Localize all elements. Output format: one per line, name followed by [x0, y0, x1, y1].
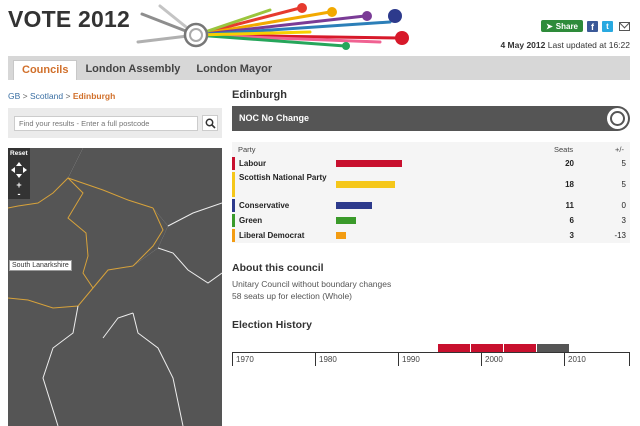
- map-reset-button[interactable]: Reset: [10, 150, 28, 157]
- party-color-swatch: [232, 229, 235, 242]
- header-party: Party: [238, 145, 256, 154]
- map-pan-control[interactable]: [9, 160, 29, 180]
- party-color-swatch: [232, 172, 235, 197]
- timeline-tick: [629, 352, 630, 366]
- party-change: 5: [621, 180, 626, 189]
- council-result-banner: NOC No Change: [232, 106, 630, 131]
- updated-text: Last updated at 16:22: [547, 40, 630, 50]
- party-rows: Labour 20 5 Scottish National Party 18 5 Conse…: [232, 156, 630, 243]
- search-button[interactable]: [202, 115, 218, 131]
- result-indicator-icon: [607, 108, 628, 129]
- election-period-segment[interactable]: [537, 344, 569, 352]
- timeline-baseline: [232, 352, 630, 353]
- party-seat-bar: [336, 202, 372, 209]
- party-change: -13: [614, 231, 626, 240]
- party-row: Green 6 3: [232, 213, 630, 228]
- main-tabs: Councils London Assembly London Mayor: [8, 56, 630, 80]
- tab-london-assembly[interactable]: London Assembly: [85, 63, 181, 75]
- party-seat-bar: [336, 160, 402, 167]
- timeline-year-label: 2000: [485, 355, 503, 364]
- party-seats: 20: [565, 159, 574, 168]
- timeline-tick: [564, 352, 565, 366]
- breadcrumb-separator: >: [65, 91, 71, 101]
- election-period-segment[interactable]: [471, 344, 503, 352]
- party-change: 3: [621, 216, 626, 225]
- party-row: Labour 20 5: [232, 156, 630, 171]
- timeline-year-label: 2010: [568, 355, 586, 364]
- party-name: Green: [239, 216, 263, 225]
- map-region-label: South Lanarkshire: [9, 260, 72, 271]
- twitter-icon[interactable]: t: [602, 20, 613, 32]
- history-title: Election History: [232, 319, 312, 331]
- party-row: Liberal Democrat 3 -13: [232, 228, 630, 243]
- party-row: Conservative 11 0: [232, 198, 630, 213]
- party-color-swatch: [232, 157, 235, 170]
- share-button-label: Share: [555, 21, 578, 31]
- party-color-swatch: [232, 199, 235, 212]
- breadcrumb-scotland[interactable]: Scotland: [30, 91, 64, 101]
- party-seat-bar: [336, 217, 356, 224]
- tab-councils[interactable]: Councils: [13, 60, 78, 80]
- council-result-text: NOC No Change: [239, 113, 310, 123]
- party-seat-bar: [336, 181, 395, 188]
- timeline-year-label: 1970: [236, 355, 254, 364]
- timeline-year-label: 1980: [319, 355, 337, 364]
- party-seat-bar: [336, 232, 346, 239]
- breadcrumb-separator: >: [22, 91, 28, 101]
- timeline-tick: [481, 352, 482, 366]
- timeline-tick: [232, 352, 233, 366]
- party-seats: 11: [565, 201, 574, 210]
- tab-london-mayor[interactable]: London Mayor: [196, 63, 273, 75]
- postcode-search: [8, 108, 222, 138]
- election-period-segment[interactable]: [504, 344, 536, 352]
- facebook-icon[interactable]: f: [587, 20, 598, 32]
- header-change: +/-: [615, 145, 624, 154]
- party-change: 0: [621, 201, 626, 210]
- timeline-tick: [398, 352, 399, 366]
- share-toolbar: ➤ Share f t: [541, 20, 630, 32]
- date-text: 4 May 2012: [500, 40, 546, 50]
- timeline-tick: [315, 352, 316, 366]
- about-title: About this council: [232, 262, 324, 274]
- breadcrumb-current: Edinburgh: [72, 91, 116, 101]
- timeline-year-label: 1990: [402, 355, 420, 364]
- breadcrumb-gb[interactable]: GB: [8, 91, 21, 101]
- search-icon: [205, 118, 216, 129]
- header-seats: Seats: [554, 145, 574, 154]
- party-name: Labour: [239, 159, 267, 168]
- about-line: Unitary Council without boundary changes: [232, 279, 392, 289]
- party-color-swatch: [232, 214, 235, 227]
- party-row: Scottish National Party 18 5: [232, 171, 630, 198]
- council-map[interactable]: Reset + - South Lanarkshire: [8, 148, 222, 426]
- party-name: Liberal Democrat: [239, 231, 305, 240]
- postcode-search-input[interactable]: [14, 116, 198, 131]
- vote-banner-graphic: [130, 2, 420, 52]
- last-updated: 4 May 2012 Last updated at 16:22: [500, 40, 630, 50]
- election-period-segment[interactable]: [438, 344, 470, 352]
- site-title[interactable]: VOTE 2012: [8, 6, 130, 32]
- party-seats: 18: [565, 180, 574, 189]
- party-results-table: Party Seats +/- Labour 20 5 Scottish Nation…: [232, 142, 630, 243]
- breadcrumb: GB > Scotland > Edinburgh: [8, 91, 115, 101]
- map-regions[interactable]: [8, 148, 222, 426]
- share-button[interactable]: ➤ Share: [541, 20, 583, 32]
- zoom-in-button[interactable]: +: [16, 180, 22, 190]
- email-icon[interactable]: [619, 21, 630, 31]
- pan-arrows-icon: [11, 162, 27, 178]
- party-change: 5: [621, 159, 626, 168]
- table-header: Party Seats +/-: [232, 142, 630, 156]
- party-seats: 3: [569, 231, 574, 240]
- party-name: Conservative: [239, 201, 290, 210]
- about-line: 58 seats up for election (Whole): [232, 291, 353, 301]
- zoom-out-button[interactable]: -: [17, 189, 21, 199]
- share-icon: ➤: [546, 21, 553, 31]
- map-controls: Reset + -: [8, 148, 30, 199]
- party-seats: 6: [569, 216, 574, 225]
- party-name: Scottish National Party: [239, 173, 327, 182]
- council-title: Edinburgh: [232, 89, 287, 101]
- election-history-timeline: 1970 1980 1990 2000 2010: [232, 343, 630, 367]
